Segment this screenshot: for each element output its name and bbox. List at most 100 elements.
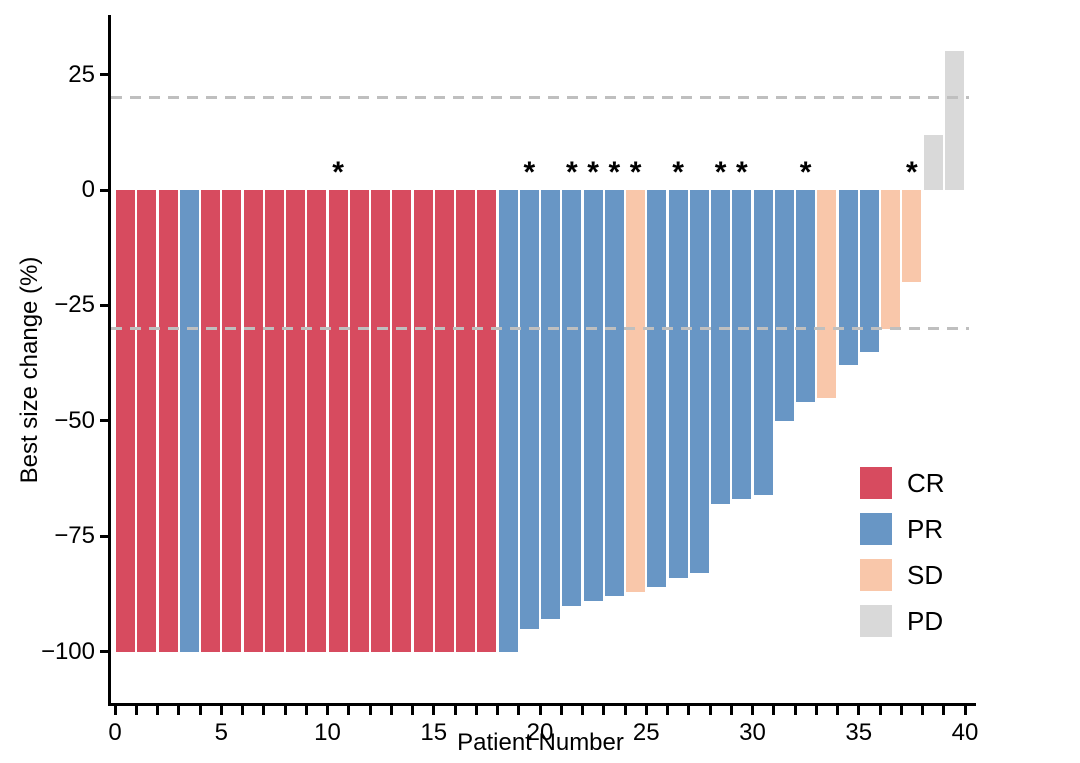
x-tick-1	[134, 706, 138, 715]
bar-patient-19	[498, 190, 518, 652]
x-tick-14	[411, 706, 414, 715]
bar-patient-4	[179, 190, 199, 652]
x-tick-24	[623, 706, 627, 715]
x-tick-32	[793, 706, 797, 715]
y-tick--25	[100, 303, 109, 307]
bar-patient-38	[902, 190, 922, 283]
bar-patient-14	[392, 190, 412, 652]
bar-patient-26	[647, 190, 667, 588]
x-axis-ticks: 0 5 10 15 20 25 30 35 40	[108, 15, 978, 746]
y-tick-25	[100, 73, 109, 77]
bar-patient-13	[371, 190, 391, 652]
asterisk-patient-24: *	[608, 156, 621, 189]
bar-patient-16	[434, 190, 454, 652]
bar-patient-24	[604, 190, 624, 597]
legend-label-pd: PD	[907, 605, 944, 636]
bar-patient-21	[541, 190, 561, 620]
bar-patient-34	[817, 190, 837, 398]
y-tick-0	[100, 188, 109, 192]
legend-swatch-pr	[860, 513, 892, 545]
bars-layer	[111, 15, 976, 703]
bar-patient-2	[137, 190, 157, 652]
bar-patient-40	[944, 51, 964, 190]
bar-patient-32	[774, 190, 794, 421]
x-tick-4	[198, 706, 202, 715]
bar-patient-31	[753, 190, 773, 495]
bar-patient-9	[286, 190, 306, 652]
legend-item-pd: PD	[860, 605, 945, 637]
x-tick-label-5: 5	[214, 719, 228, 746]
legend-label-cr: CR	[907, 467, 945, 498]
bar-patient-15	[413, 190, 433, 652]
x-tick-9	[304, 706, 308, 715]
y-tick--50	[100, 419, 109, 423]
x-tick-label-15: 15	[420, 719, 448, 746]
x-tick-label-40: 40	[951, 719, 979, 746]
bar-patient-20	[519, 190, 539, 629]
x-tick-8	[283, 706, 287, 715]
x-tick-40	[963, 706, 967, 715]
x-tick-label-20: 20	[526, 719, 554, 746]
y-axis-ticks: 25 0 −25 −50 −75 −100	[41, 15, 976, 703]
x-tick-label-10: 10	[314, 719, 341, 746]
x-tick-13	[389, 706, 393, 715]
asterisk-patient-27: *	[672, 156, 684, 189]
x-tick-17	[474, 706, 478, 715]
x-tick-20	[538, 706, 542, 715]
y-tick-label-25: 25	[68, 60, 95, 88]
x-tick-label-25: 25	[632, 719, 660, 746]
bar-patient-18	[477, 190, 497, 652]
legend-swatch-pd	[860, 605, 892, 637]
legend-item-cr: CR	[860, 467, 945, 499]
asterisk-patient-22: *	[566, 156, 578, 189]
bar-patient-5	[201, 190, 221, 652]
legend-item-pr: PR	[860, 513, 945, 545]
x-tick-0	[113, 706, 117, 715]
bar-patient-7	[243, 190, 263, 652]
y-tick--75	[100, 534, 109, 538]
x-tick-22	[581, 706, 584, 715]
reference-line-lower	[111, 327, 969, 330]
x-tick-29	[729, 706, 733, 715]
x-tick-label-0: 0	[108, 719, 122, 746]
bar-patient-29	[711, 190, 731, 504]
y-tick-label--25: −25	[54, 291, 95, 319]
bar-patient-17	[456, 190, 476, 652]
legend: CR PR SD PD	[860, 467, 945, 651]
x-tick-25	[644, 706, 648, 715]
bar-patient-25	[626, 190, 646, 592]
bar-patient-33	[796, 190, 816, 403]
x-tick-label-35: 35	[845, 719, 873, 746]
bar-patient-10	[307, 190, 327, 652]
legend-swatch-sd	[860, 559, 892, 591]
x-tick-10	[326, 706, 329, 715]
reference-lines-layer	[111, 15, 976, 703]
x-tick-26	[666, 706, 669, 715]
x-tick-11	[347, 706, 351, 715]
x-tick-28	[708, 706, 712, 715]
x-tick-35	[857, 706, 861, 715]
x-axis-title: Patient Number	[457, 729, 624, 756]
x-tick-7	[262, 706, 266, 715]
bar-patient-23	[583, 190, 603, 601]
asterisk-patient-23: *	[587, 156, 599, 189]
x-tick-23	[602, 706, 606, 715]
bar-patient-28	[689, 190, 709, 574]
y-tick-label-0: 0	[81, 176, 95, 203]
x-tick-6	[241, 706, 244, 715]
x-tick-27	[687, 706, 691, 715]
x-tick-5	[219, 706, 223, 715]
bar-patient-37	[881, 190, 901, 329]
asterisk-patient-20: *	[523, 156, 536, 189]
x-tick-3	[177, 706, 181, 715]
x-tick-16	[453, 706, 457, 715]
x-tick-18	[496, 706, 499, 715]
x-tick-30	[751, 706, 754, 715]
y-tick--100	[100, 650, 109, 654]
legend-label-sd: SD	[907, 559, 944, 590]
legend-item-sd: SD	[860, 559, 945, 591]
asterisk-patient-38: *	[906, 156, 918, 189]
x-tick-21	[559, 706, 563, 715]
bar-patient-22	[562, 190, 582, 606]
x-tick-2	[156, 706, 159, 715]
